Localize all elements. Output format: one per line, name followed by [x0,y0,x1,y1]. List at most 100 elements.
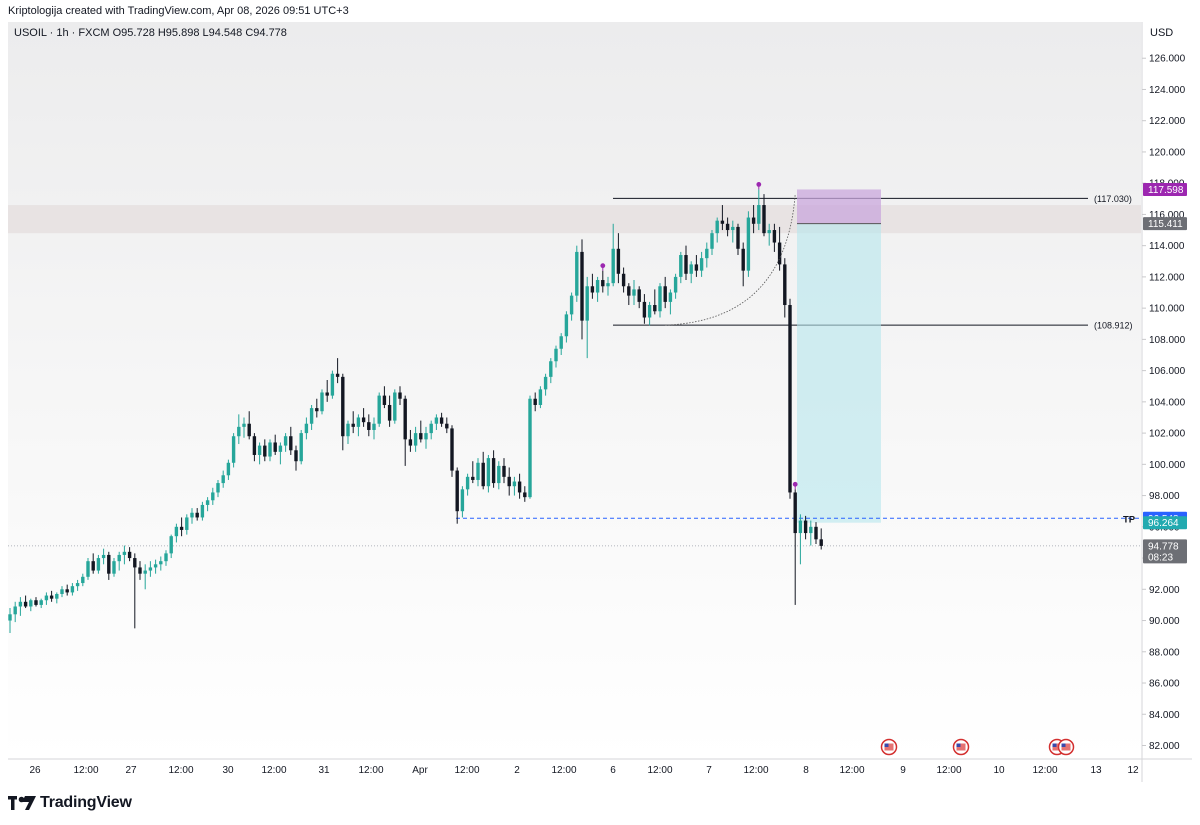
y-tick-label: 112.000 [1149,272,1185,283]
candle-body [23,601,28,607]
x-tick-label: 31 [318,765,330,776]
candle-body [289,436,293,451]
candle-body [75,583,80,587]
candle-body [361,417,366,423]
plot-background [8,22,1141,759]
candle-body [663,286,667,302]
us-event-flag [1052,743,1062,751]
candle-body [174,526,179,537]
candle-body [445,423,449,429]
candle-body [408,439,413,446]
x-tick-label: 13 [1090,765,1102,776]
candle-body [49,595,54,599]
candle-body [127,551,132,559]
candle-body [450,428,454,471]
candle-body [481,462,485,487]
candle-body [29,600,33,607]
x-tick-label: 8 [803,765,809,776]
candle-body [538,389,543,405]
candle-body [736,226,740,249]
candle-body [107,554,111,574]
candle-body [8,614,12,621]
candle-body [55,593,59,599]
candle-body [133,558,137,568]
candle-body [647,305,652,318]
candle-body [101,554,106,559]
pivot-marker [756,182,762,187]
candle-body [543,376,548,390]
candle-body [434,417,439,424]
price-badge [1143,539,1187,564]
candle-body [278,445,283,452]
y-tick-label: 98.000 [1149,491,1180,502]
us-event-flag [884,743,894,751]
y-tick-label: 86.000 [1149,679,1180,690]
candle-body [590,286,595,293]
candle-body [814,526,818,540]
candle-body [268,442,272,457]
price-badge [1143,516,1187,530]
candle-body [39,600,43,605]
candle-body [252,436,257,455]
candle-body [710,233,714,249]
candle-body [205,500,210,505]
candle-body [533,398,537,405]
candle-body [637,289,641,302]
y-tick-label: 90.000 [1149,616,1180,627]
attribution-bar: Kriptologija created with TradingView.co… [0,0,1200,22]
candle-body [403,398,407,440]
candle-body [673,276,678,293]
candle-body [294,450,298,462]
candle-body [653,305,657,312]
candle-body [211,492,215,501]
y-tick-label: 84.000 [1149,710,1180,721]
candle-body [642,301,647,318]
candle-body [341,376,345,437]
candle-body [575,251,579,296]
x-tick-label: 12:00 [551,765,576,776]
candle-body [741,248,745,271]
candle-body [684,255,688,274]
candle-body [304,423,309,434]
candle-body [455,470,459,512]
candle-body [273,442,277,452]
tradingview-wordmark: TradingView [40,794,132,811]
currency-label[interactable]: USD [1150,27,1174,39]
x-tick-label: 27 [125,765,137,776]
x-tick-label: 12:00 [839,765,864,776]
x-tick-label: 12 [1127,765,1139,776]
candle-body [148,567,153,571]
candle-body [767,230,771,234]
take-profit-zone [797,223,881,523]
resistance-zone [8,205,1141,234]
y-tick-label: 102.000 [1149,429,1186,440]
candle-body [185,517,189,530]
candle-body [777,242,782,265]
pivot-marker [600,263,606,269]
candle-body [382,395,387,405]
x-tick-label: 12:00 [454,765,479,776]
level-label: (108.912) [1094,321,1133,331]
y-tick-label: 116.000 [1149,210,1185,221]
candle-body [476,462,480,480]
candle-body [231,436,236,463]
candle-body [86,561,90,577]
candle-body [793,492,797,534]
candle-body [491,458,496,484]
candle-body [788,305,792,493]
candle-body [616,248,621,274]
candle-body [237,426,241,437]
candle-body [153,564,158,568]
curve-drawing [665,194,796,326]
price-badge [1143,217,1187,231]
candle-body [112,561,116,574]
candle-body [413,433,418,446]
candle-body [725,223,730,231]
candle-body [346,423,350,437]
candle-body [65,589,69,593]
x-tick-label: 6 [610,765,616,776]
candle-body [699,258,704,271]
candle-body [351,423,355,427]
candle-body [325,392,329,396]
